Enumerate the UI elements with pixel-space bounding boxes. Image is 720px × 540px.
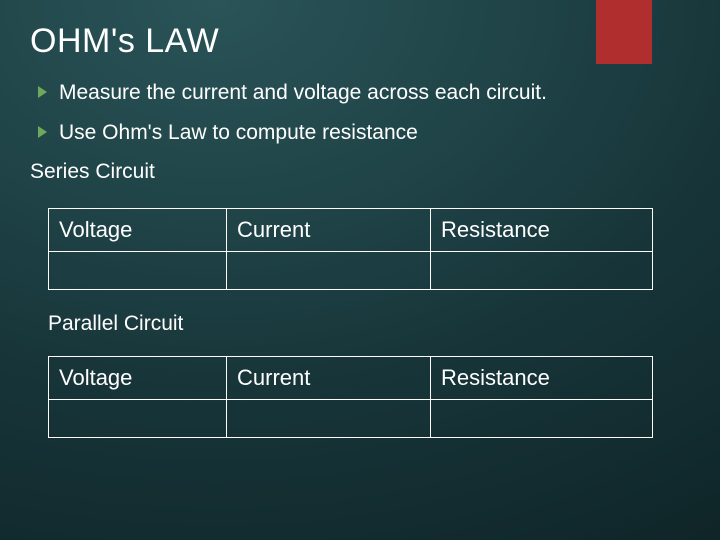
series-table: Voltage Current Resistance [48,208,653,290]
col-header-current: Current [227,356,431,399]
table-row [49,251,653,289]
parallel-table: Voltage Current Resistance [48,356,653,438]
parallel-circuit-label: Parallel Circuit [48,312,690,336]
table-row [49,399,653,437]
slide-content: OHM's LAW Measure the current and voltag… [0,0,720,438]
col-header-voltage: Voltage [49,208,227,251]
series-circuit-label: Series Circuit [30,160,690,184]
bullet-text: Use Ohm's Law to compute resistance [59,119,418,147]
col-header-resistance: Resistance [431,208,653,251]
bullet-item: Measure the current and voltage across e… [38,79,690,107]
bullet-item: Use Ohm's Law to compute resistance [38,119,690,147]
cell [431,399,653,437]
accent-bar [596,0,652,64]
bullet-arrow-icon [38,126,47,138]
page-title: OHM's LAW [30,22,690,61]
cell [227,251,431,289]
cell [431,251,653,289]
bullet-arrow-icon [38,86,47,98]
bullet-list: Measure the current and voltage across e… [38,79,690,148]
col-header-current: Current [227,208,431,251]
cell [227,399,431,437]
cell [49,251,227,289]
bullet-text: Measure the current and voltage across e… [59,79,547,107]
col-header-resistance: Resistance [431,356,653,399]
cell [49,399,227,437]
table-header-row: Voltage Current Resistance [49,208,653,251]
table-header-row: Voltage Current Resistance [49,356,653,399]
col-header-voltage: Voltage [49,356,227,399]
